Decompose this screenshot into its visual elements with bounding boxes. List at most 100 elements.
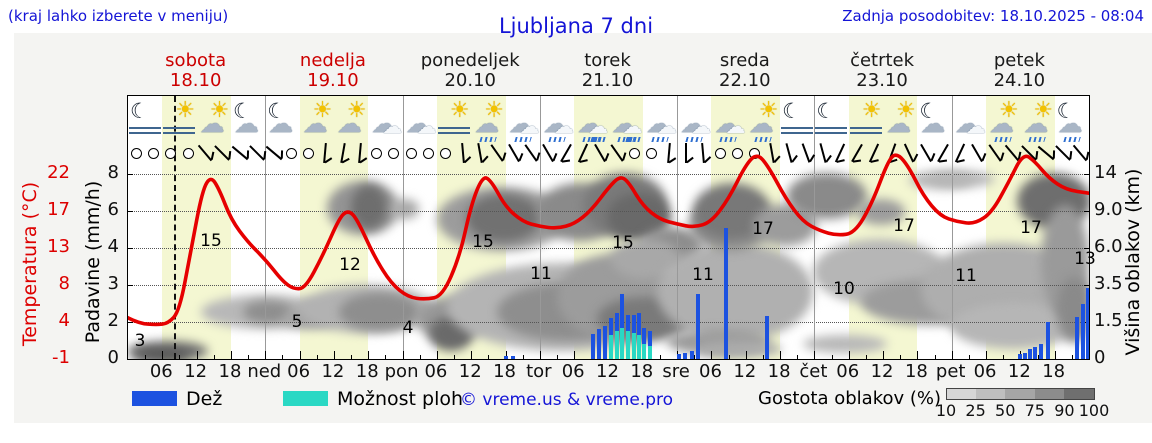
time-tick xyxy=(900,355,902,359)
time-tick xyxy=(522,355,524,359)
cloud-glyph: ☁ xyxy=(371,109,397,138)
cloud2-glyph: ☁ xyxy=(965,114,986,138)
cloud2-glyph: ☁ xyxy=(519,114,540,138)
time-tick xyxy=(213,355,215,359)
credit-link[interactable]: © vreme.us & vreme.pro xyxy=(460,390,674,410)
cloudheight-axis-tick: 14 xyxy=(1094,162,1117,183)
temp-axis-tick: 4 xyxy=(58,310,70,331)
sun-cloud-rain-icon: ☀ ☁ xyxy=(1020,100,1056,142)
rain-bar xyxy=(1081,303,1086,359)
time-axis-label: 06 xyxy=(836,361,860,382)
cloud2-glyph: ☁ xyxy=(622,114,643,138)
moon-glyph: ☾ xyxy=(232,99,252,123)
time-axis-label: 18 xyxy=(493,361,516,382)
cloud-glyph: ☁ xyxy=(989,109,1015,138)
time-tick xyxy=(196,351,198,359)
plot-area: ☾ ☀ ☀ ☁ ☾ ☁ ☾ ☁ ☀ ☁ ☀ ☁ ☁ ☁ ☁ ☁ ☀ ☀ ☁ ☁ ☁ ☁ ☁ ☁ ☁ ☁ ☁ ☁ ☁ ☁ ☁ ☁ ☁ ☀ ☁ ☾ ☾ ☀ ☀ ☁… xyxy=(127,95,1090,360)
rain-bar xyxy=(1028,349,1033,359)
time-tick xyxy=(179,355,181,359)
gridline xyxy=(128,285,1089,286)
time-tick xyxy=(883,351,885,359)
gridline xyxy=(128,174,1089,175)
temp-axis-tick: 17 xyxy=(47,199,70,220)
gridline xyxy=(128,248,1089,249)
time-axis-label: 12 xyxy=(596,361,619,382)
day-date-sobota: 18.10 xyxy=(169,70,222,91)
time-axis-label: 12 xyxy=(733,361,757,382)
cloud2-glyph: ☁ xyxy=(725,114,746,138)
time-tick xyxy=(745,351,747,359)
time-tick xyxy=(557,355,559,359)
clouds-icon: ☁ ☁ xyxy=(952,100,988,142)
cloud-glyph: ☁ xyxy=(748,109,774,138)
time-axis-label: sre xyxy=(662,361,690,382)
sun-glyph: ☀ xyxy=(896,98,916,123)
cloud2-glyph: ☁ xyxy=(553,114,574,138)
time-axis-label: 06 xyxy=(973,361,997,382)
time-axis-label: 12 xyxy=(184,361,208,382)
cloud-glyph: ☁ xyxy=(714,109,740,138)
time-axis-label: 06 xyxy=(149,361,173,382)
shower-bar xyxy=(641,344,646,359)
day-name-torek: torek xyxy=(584,50,631,71)
time-axis-label: 18 xyxy=(767,361,791,382)
left-axis-tick xyxy=(128,248,133,249)
time-tick xyxy=(230,351,232,359)
time-tick xyxy=(951,351,953,359)
cloud2-glyph: ☁ xyxy=(382,114,403,138)
time-axis-label: 12 xyxy=(458,361,482,382)
time-tick xyxy=(659,355,661,359)
time-tick xyxy=(368,351,370,359)
moon-cloud-rain-icon: ☾ ☁ xyxy=(1055,100,1089,142)
cloud-glyph: ☁ xyxy=(611,109,637,138)
density-segment xyxy=(1034,388,1065,400)
cloud-glyph: ☁ xyxy=(645,109,671,138)
time-axis-label: čet xyxy=(799,361,828,382)
sun-glyph: ☀ xyxy=(312,98,333,123)
page-title: Ljubljana 7 dni xyxy=(498,14,654,38)
cloud-glyph: ☁ xyxy=(1057,109,1083,138)
time-tick xyxy=(351,355,353,359)
clouds-rain-icon: ☁ ☁ xyxy=(643,100,679,142)
sun-fog-icon: ☀ xyxy=(849,100,885,142)
time-tick xyxy=(711,351,713,359)
density-tick-label: 10 xyxy=(935,401,957,420)
sun-glyph: ☀ xyxy=(1033,98,1054,123)
time-axis-label: 18 xyxy=(630,361,654,382)
moon-fog-icon: ☾ xyxy=(128,100,164,142)
time-tick xyxy=(299,351,301,359)
gridline xyxy=(128,322,1089,323)
day-name-petek: petek xyxy=(993,50,1045,71)
cloudheight-axis-title: Višina oblakov (km) xyxy=(1122,168,1144,356)
calm-wind-icon xyxy=(148,147,160,159)
right-axis-tick xyxy=(1084,174,1089,175)
sun-cloud-rain-icon: ☀ ☁ xyxy=(746,100,782,142)
menu-hint: (kraj lahko izberete v meniju) xyxy=(8,7,229,25)
calm-wind-icon xyxy=(371,147,383,159)
temp-axis-tick: 22 xyxy=(47,162,70,183)
time-tick xyxy=(454,355,456,359)
time-axis-label: 06 xyxy=(424,361,448,382)
precip-axis-tick: 2 xyxy=(107,310,119,331)
moon-fog-icon: ☾ xyxy=(780,100,816,142)
time-tick xyxy=(488,355,490,359)
calm-wind-icon xyxy=(405,147,417,159)
cloud-blob xyxy=(339,293,419,331)
density-bar-border-left xyxy=(946,388,947,400)
time-tick xyxy=(968,355,970,359)
sun-glyph: ☀ xyxy=(861,98,882,123)
sun-cloud-rain-icon: ☀ ☁ xyxy=(471,100,507,142)
cloudheight-axis-tick: 0 xyxy=(1094,347,1106,368)
rain-bar xyxy=(1018,354,1023,359)
cloud-glyph: ☁ xyxy=(199,109,225,138)
cloud-glyph: ☁ xyxy=(233,109,259,138)
time-tick xyxy=(316,355,318,359)
sun-glyph: ☀ xyxy=(175,98,196,123)
density-segment xyxy=(946,388,976,400)
time-tick xyxy=(1003,355,1005,359)
sun-glyph: ☀ xyxy=(758,98,779,123)
time-axis-label: 06 xyxy=(287,361,311,382)
cloud-density-legend-label: Gostota oblakov (%) xyxy=(758,388,942,409)
shower-bar xyxy=(648,346,653,359)
rain-bar xyxy=(1086,287,1089,359)
